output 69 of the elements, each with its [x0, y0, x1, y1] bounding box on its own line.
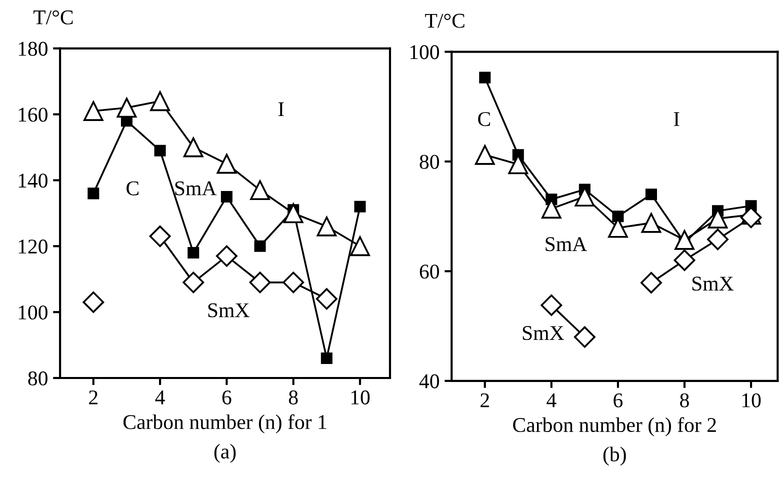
- point: [354, 200, 366, 212]
- point: [350, 236, 370, 256]
- point: [220, 190, 232, 202]
- point: [707, 228, 728, 250]
- point: [645, 188, 657, 200]
- point: [474, 144, 495, 165]
- annotation: SmA: [546, 237, 587, 252]
- point: [640, 272, 662, 294]
- annotation: I: [278, 102, 284, 116]
- annotation: C: [126, 181, 138, 196]
- text: (b): [603, 446, 626, 466]
- point: [216, 154, 237, 174]
- point: [116, 98, 137, 118]
- point: [674, 230, 694, 250]
- y-tick-label: 80: [420, 154, 440, 169]
- point: [574, 326, 596, 348]
- point: [283, 203, 304, 224]
- x-tick-label: 8: [288, 390, 298, 404]
- point: [183, 137, 204, 158]
- point: [740, 206, 762, 228]
- y-tick-label: 180: [18, 42, 48, 56]
- x-axis-title: Carbon number (n) for 1: [123, 414, 326, 434]
- point: [250, 180, 270, 200]
- x-tick-label: 8: [680, 393, 689, 408]
- point: [249, 272, 271, 294]
- x-tick-label: 2: [480, 393, 489, 408]
- point: [150, 91, 170, 112]
- x-tick-label: 6: [222, 390, 232, 404]
- x-tick-label: 4: [546, 393, 556, 408]
- x-tick-label: 10: [742, 393, 761, 408]
- point: [540, 294, 562, 316]
- point: [254, 240, 266, 252]
- point: [674, 250, 696, 271]
- point: [316, 216, 337, 236]
- point: [316, 288, 338, 310]
- y-axis-title: T/°C: [425, 14, 464, 28]
- y-tick-label: 100: [18, 305, 48, 320]
- point: [149, 226, 171, 247]
- annotation: SmX: [692, 276, 734, 291]
- point: [188, 246, 200, 259]
- y-tick-label: 160: [18, 108, 48, 122]
- annotation: SmX: [208, 303, 250, 318]
- y-tick-label: 120: [18, 240, 48, 254]
- annotation: C: [478, 112, 490, 126]
- x-tick-label: 4: [155, 390, 165, 404]
- point: [82, 291, 104, 313]
- annotation: SmX: [522, 326, 564, 340]
- point: [88, 188, 100, 200]
- x-tick-label: 2: [89, 390, 98, 404]
- y-tick-label: 60: [420, 264, 440, 279]
- point: [154, 144, 166, 156]
- x-tick-label: 10: [351, 390, 370, 404]
- y-tick-label: 40: [419, 374, 440, 388]
- point: [320, 352, 332, 364]
- x-tick-label: 6: [614, 393, 623, 408]
- y-tick-label: 100: [410, 45, 440, 60]
- point: [216, 245, 238, 267]
- x-axis-title: Carbon number (n) for 2: [513, 417, 716, 436]
- point: [641, 213, 662, 233]
- point: [479, 72, 491, 84]
- annotation: I: [674, 112, 680, 126]
- text: (a): [214, 444, 236, 463]
- point: [182, 272, 204, 294]
- annotation: SmA: [175, 181, 217, 196]
- point: [83, 101, 104, 121]
- y-axis-title: T/°C: [33, 10, 73, 24]
- y-tick-label: 140: [18, 174, 48, 188]
- point: [282, 272, 304, 294]
- y-tick-label: 80: [28, 371, 48, 386]
